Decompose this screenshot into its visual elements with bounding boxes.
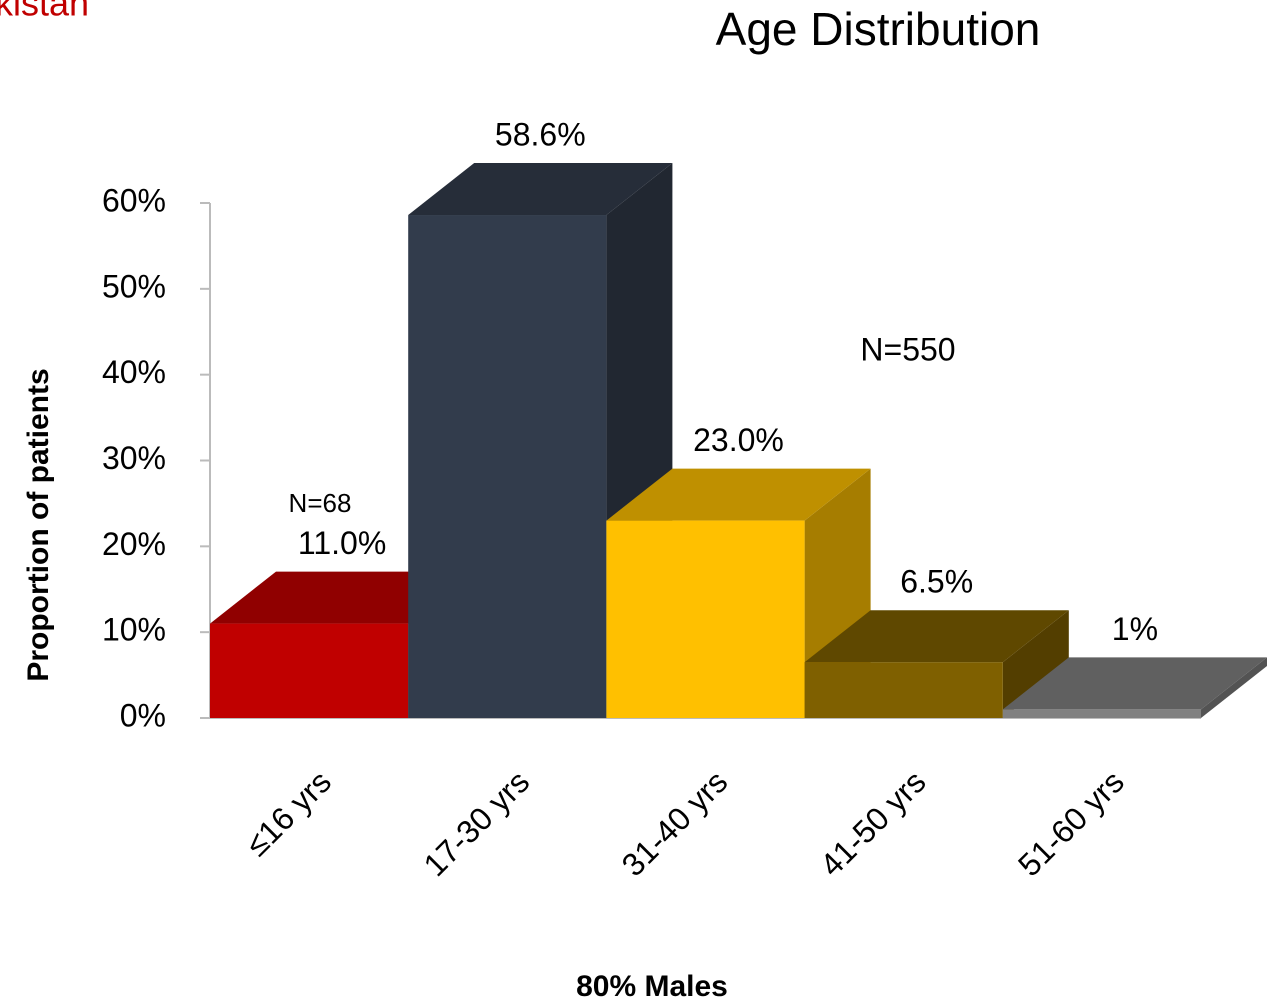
bar — [804, 662, 1003, 718]
x-tick-label: 51-60 yrs — [1011, 763, 1131, 883]
chart-title: Age Distribution — [716, 3, 1041, 55]
y-tick-label: 20% — [102, 526, 166, 562]
y-axis-label: Proportion of patients — [22, 368, 55, 681]
bar — [606, 520, 805, 718]
bar-side — [1002, 610, 1069, 718]
annotation: N=550 — [860, 331, 955, 367]
value-label: 23.0% — [693, 422, 784, 458]
value-label: 1% — [1112, 611, 1158, 647]
bar-top — [408, 163, 673, 216]
y-tick-label: 40% — [102, 354, 166, 390]
y-tick-label: 60% — [102, 182, 166, 218]
bar-side — [1201, 657, 1267, 718]
x-tick-label: 41-50 yrs — [813, 763, 933, 883]
value-label: 58.6% — [495, 116, 586, 152]
bar-top — [804, 610, 1069, 663]
bar — [210, 623, 409, 718]
bar — [1002, 709, 1201, 718]
value-label: 6.5% — [900, 564, 973, 600]
bar-top — [1002, 657, 1267, 710]
bar — [408, 215, 607, 718]
y-tick-label: 50% — [102, 268, 166, 304]
annotation: N=68 — [289, 488, 352, 518]
y-tick-label: 30% — [102, 440, 166, 476]
x-axis-label: 80% Males — [576, 970, 728, 1003]
x-tick-label: ≤16 yrs — [239, 763, 338, 862]
value-label: 11.0% — [298, 525, 386, 561]
bar-top — [606, 468, 871, 521]
y-tick-label: 0% — [120, 697, 166, 733]
bar-top — [210, 571, 475, 624]
y-tick-label: 10% — [102, 612, 166, 648]
header-fragment: kistan — [0, 0, 89, 24]
x-tick-label: 17-30 yrs — [416, 763, 536, 883]
x-tick-label: 31-40 yrs — [615, 763, 735, 883]
